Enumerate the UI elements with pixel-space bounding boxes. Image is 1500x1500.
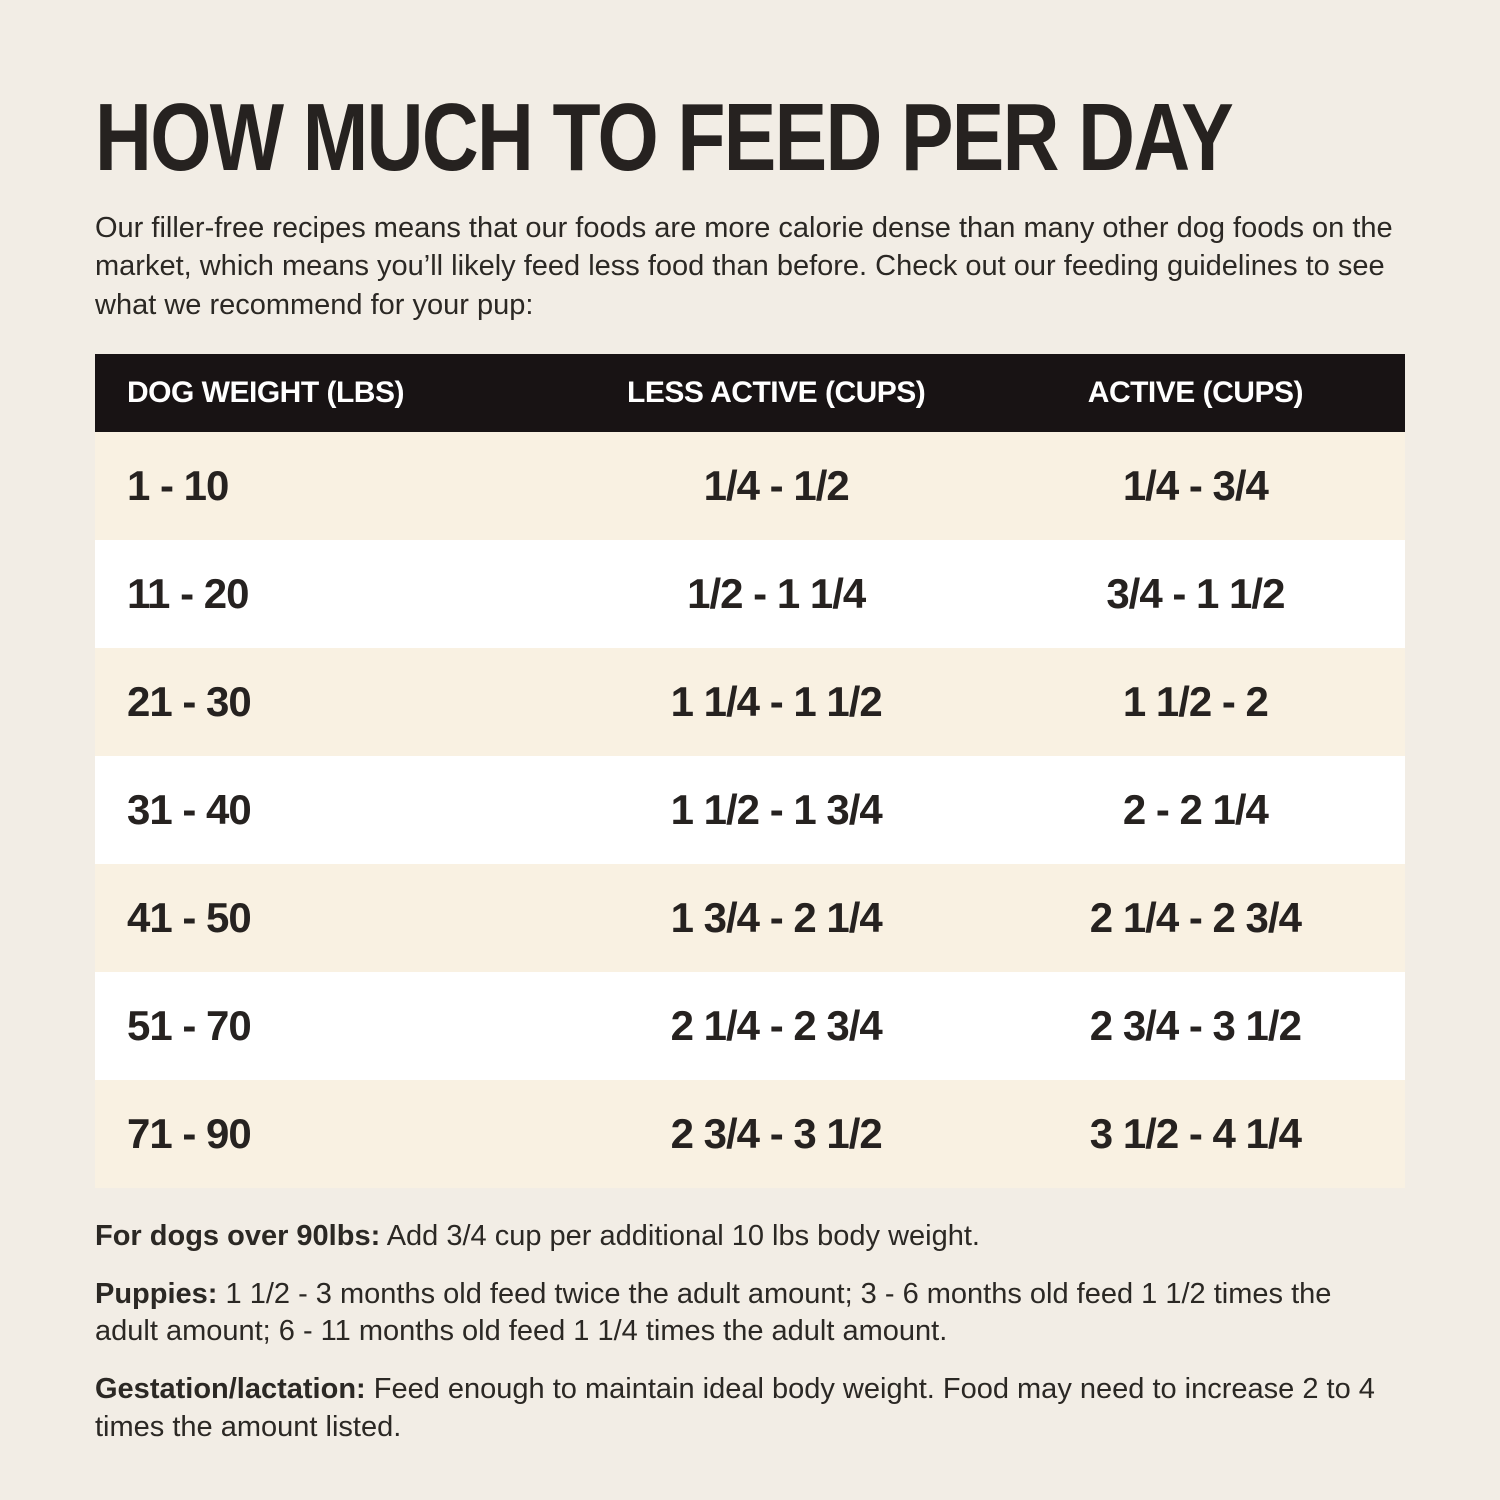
table-row: 41 - 50 1 3/4 - 2 1/4 2 1/4 - 2 3/4: [95, 863, 1405, 972]
weight-cell: 1 - 10: [127, 461, 229, 509]
active-cell: 3/4 - 1 1/2: [1106, 569, 1285, 617]
footnotes: For dogs over 90lbs: Add 3/4 cup per add…: [95, 1218, 1405, 1446]
active-cell: 1/4 - 3/4: [1122, 461, 1269, 509]
intro-text: Our filler-free recipes means that our f…: [95, 212, 1393, 321]
table-row: 71 - 90 2 3/4 - 3 1/2 3 1/2 - 4 1/4: [95, 1079, 1405, 1188]
table-row: 1 - 10 1/4 - 1/2 1/4 - 3/4: [95, 431, 1405, 540]
header-cell-less-active: LESS ACTIVE (CUPS): [627, 375, 926, 409]
table-body: 1 - 10 1/4 - 1/2 1/4 - 3/4 11 - 20 1/2 -…: [95, 431, 1405, 1188]
weight-cell: 31 - 40: [127, 785, 252, 833]
table-row: 11 - 20 1/2 - 1 1/4 3/4 - 1 1/2: [95, 539, 1405, 648]
note-text: Feed enough to maintain ideal body weigh…: [95, 1373, 1375, 1443]
less-active-cell: 2 1/4 - 2 3/4: [670, 1001, 883, 1049]
less-active-cell: 1/2 - 1 1/4: [687, 569, 866, 617]
page-title: HOW MUCH TO FEED PER DAY: [95, 84, 1234, 191]
weight-cell: 11 - 20: [127, 569, 249, 617]
note-text: Add 3/4 cup per additional 10 lbs body w…: [380, 1219, 980, 1252]
note-gestation-lactation: Gestation/lactation: Feed enough to main…: [95, 1371, 1395, 1446]
weight-cell: 51 - 70: [127, 1001, 252, 1049]
active-cell: 1 1/2 - 2: [1122, 677, 1269, 725]
table-row: 51 - 70 2 1/4 - 2 3/4 2 3/4 - 3 1/2: [95, 971, 1405, 1080]
note-text: 1 1/2 - 3 months old feed twice the adul…: [95, 1277, 1332, 1348]
active-cell: 2 3/4 - 3 1/2: [1089, 1001, 1302, 1049]
header-cell-dog-weight: DOG WEIGHT (LBS): [127, 375, 404, 409]
less-active-cell: 2 3/4 - 3 1/2: [670, 1109, 883, 1157]
note-over-90lbs: For dogs over 90lbs: Add 3/4 cup per add…: [95, 1218, 1395, 1256]
active-cell: 2 1/4 - 2 3/4: [1089, 893, 1302, 941]
note-label: For dogs over 90lbs:: [95, 1219, 381, 1252]
note-label: Puppies:: [95, 1277, 218, 1310]
weight-cell: 41 - 50: [127, 893, 252, 941]
note-puppies: Puppies: 1 1/2 - 3 months old feed twice…: [95, 1276, 1395, 1351]
table-row: 21 - 30 1 1/4 - 1 1/2 1 1/2 - 2: [95, 647, 1405, 756]
less-active-cell: 1 3/4 - 2 1/4: [670, 893, 883, 941]
less-active-cell: 1 1/2 - 1 3/4: [670, 785, 883, 833]
table-row: 31 - 40 1 1/2 - 1 3/4 2 - 2 1/4: [95, 755, 1405, 864]
less-active-cell: 1 1/4 - 1 1/2: [670, 677, 883, 725]
active-cell: 3 1/2 - 4 1/4: [1089, 1109, 1302, 1157]
less-active-cell: 1/4 - 1/2: [703, 461, 850, 509]
weight-cell: 71 - 90: [127, 1109, 252, 1157]
weight-cell: 21 - 30: [127, 677, 252, 725]
feeding-table: DOG WEIGHT (LBS) LESS ACTIVE (CUPS) ACTI…: [95, 353, 1405, 1188]
header-cell-active: ACTIVE (CUPS): [1087, 375, 1304, 409]
table-header-row: DOG WEIGHT (LBS) LESS ACTIVE (CUPS) ACTI…: [95, 353, 1405, 432]
note-label: Gestation/lactation:: [95, 1373, 366, 1406]
active-cell: 2 - 2 1/4: [1122, 785, 1269, 833]
